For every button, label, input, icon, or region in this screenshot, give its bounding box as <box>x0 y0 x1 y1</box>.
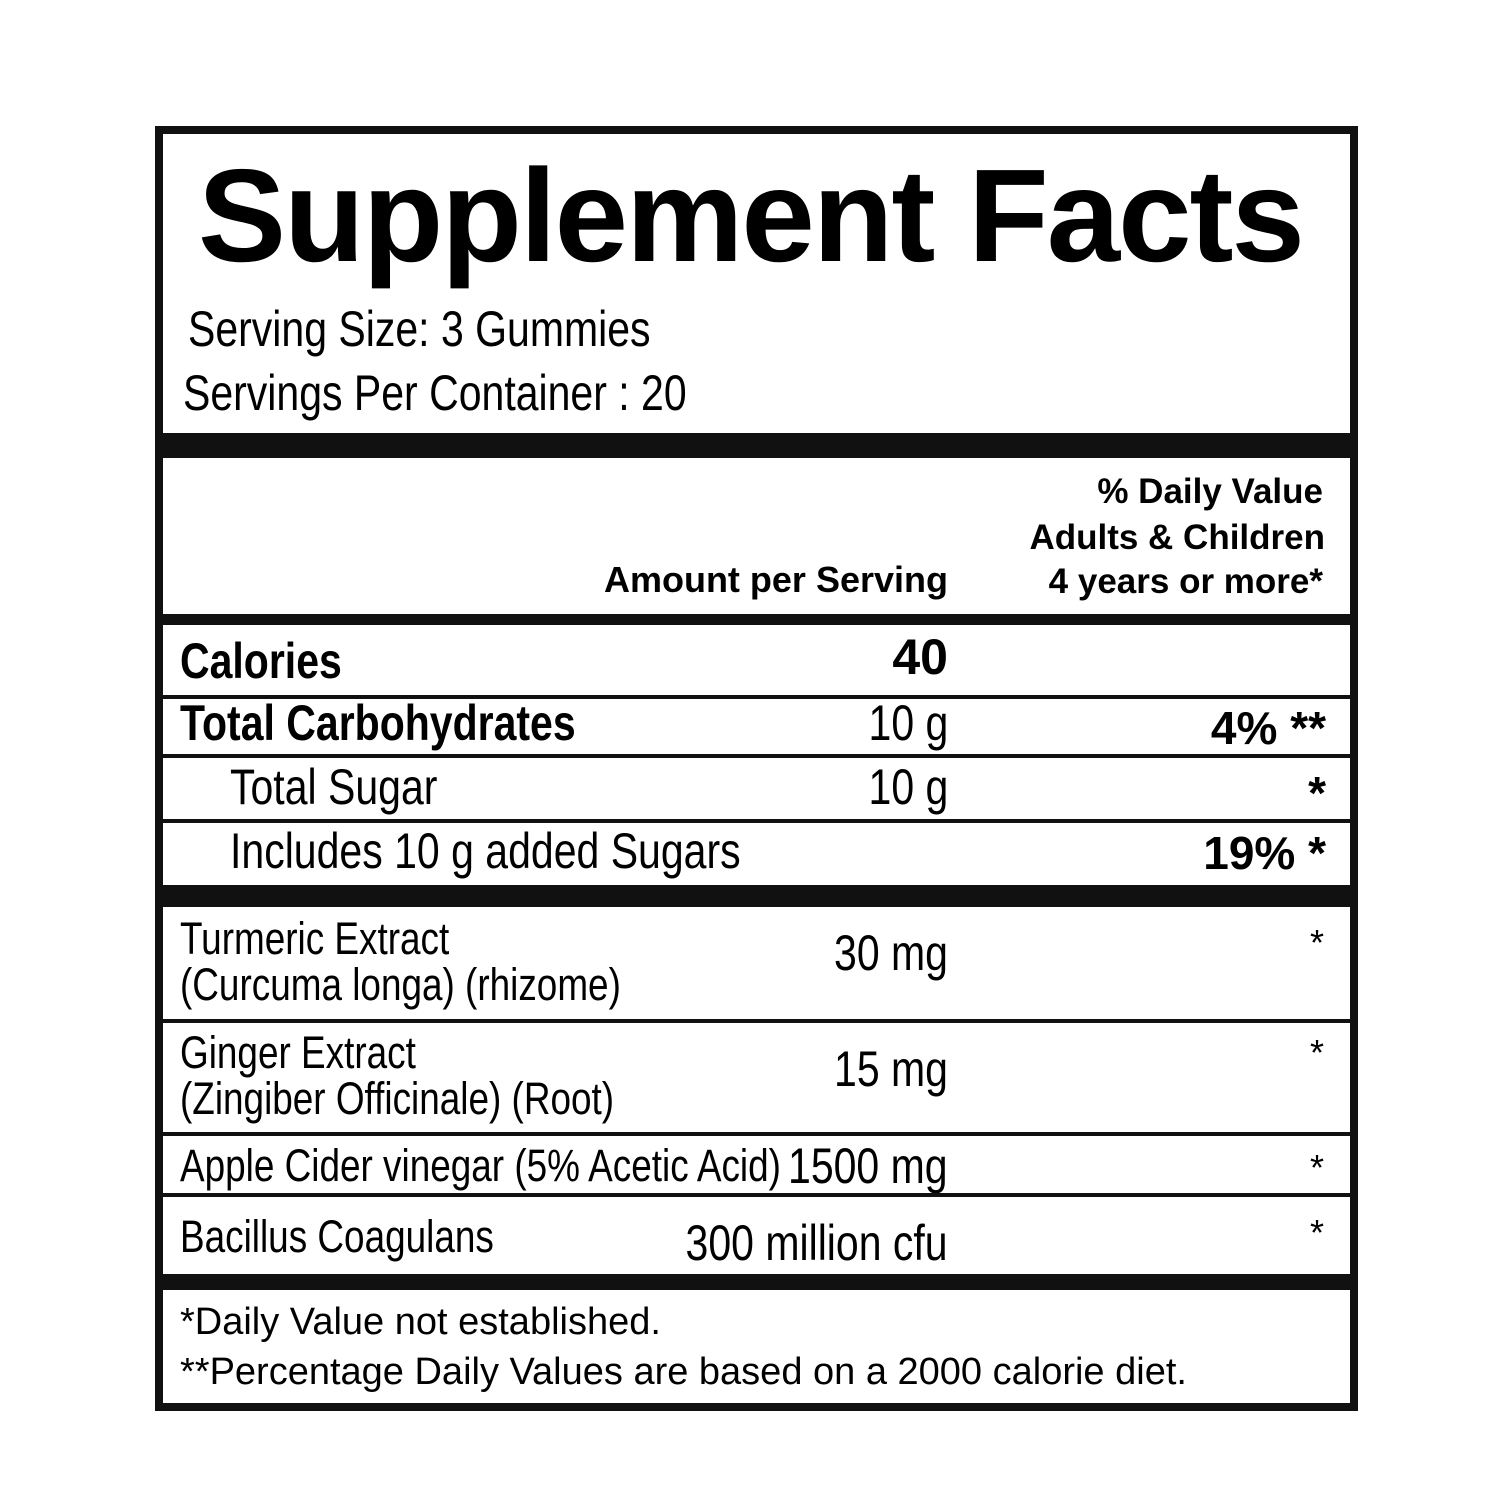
turmeric-source: (Curcuma longa) (rhizome) <box>180 959 621 1010</box>
bacillus-coagulans-label: Bacillus Coagulans <box>180 1211 494 1262</box>
bacillus-coagulans-dv: * <box>1309 1212 1324 1253</box>
calories-value: 40 <box>892 629 948 685</box>
apple-cider-vinegar-amount: 1500 mg <box>788 1138 948 1194</box>
total-carbohydrates-dv: 4% ** <box>1210 702 1326 754</box>
added-sugars-dv: 19% * <box>1203 827 1326 879</box>
apple-cider-vinegar-dv: * <box>1309 1147 1324 1188</box>
row-divider <box>163 1193 1350 1197</box>
row-divider <box>163 754 1350 758</box>
thick-divider <box>163 885 1350 907</box>
ginger-label: Ginger Extract <box>180 1027 416 1078</box>
turmeric-amount: 30 mg <box>834 925 948 981</box>
apple-cider-vinegar-label: Apple Cider vinegar (5% Acetic Acid) <box>180 1140 781 1191</box>
footnote-daily-value: *Daily Value not established. <box>180 1301 661 1343</box>
servings-per-container: Servings Per Container : 20 <box>183 365 687 421</box>
thick-divider <box>163 1274 1350 1290</box>
ginger-amount: 15 mg <box>834 1041 948 1097</box>
total-carbohydrates-amount: 10 g <box>868 695 948 751</box>
total-sugar-dv: * <box>1308 767 1326 819</box>
calories-label: Calories <box>180 633 342 689</box>
footnote-percentage: **Percentage Daily Values are based on a… <box>180 1351 1187 1393</box>
thick-divider <box>163 433 1350 458</box>
bacillus-coagulans-amount: 300 million cfu <box>685 1215 948 1271</box>
turmeric-dv: * <box>1309 922 1324 963</box>
row-divider <box>163 819 1350 823</box>
ginger-source: (Zingiber Officinale) (Root) <box>180 1073 615 1124</box>
total-carbohydrates-label: Total Carbohydrates <box>180 695 576 751</box>
serving-size: Serving Size: 3 Gummies <box>188 301 651 357</box>
daily-value-audience: Adults & Children <box>1029 518 1325 557</box>
supplement-facts-panel <box>155 126 1358 1411</box>
daily-value-age: 4 years or more* <box>1048 562 1323 601</box>
ginger-dv: * <box>1309 1032 1324 1073</box>
row-divider <box>163 1019 1350 1023</box>
medium-divider <box>163 614 1350 625</box>
added-sugars-label: Includes 10 g added Sugars <box>230 823 741 879</box>
panel-title: Supplement Facts <box>198 142 1305 289</box>
total-sugar-amount: 10 g <box>868 759 948 815</box>
total-sugar-label: Total Sugar <box>230 759 438 815</box>
row-divider <box>163 1132 1350 1136</box>
daily-value-header: % Daily Value <box>1097 472 1323 511</box>
amount-per-serving-header: Amount per Serving <box>603 559 948 600</box>
row-divider <box>163 695 1350 699</box>
turmeric-label: Turmeric Extract <box>180 913 450 964</box>
